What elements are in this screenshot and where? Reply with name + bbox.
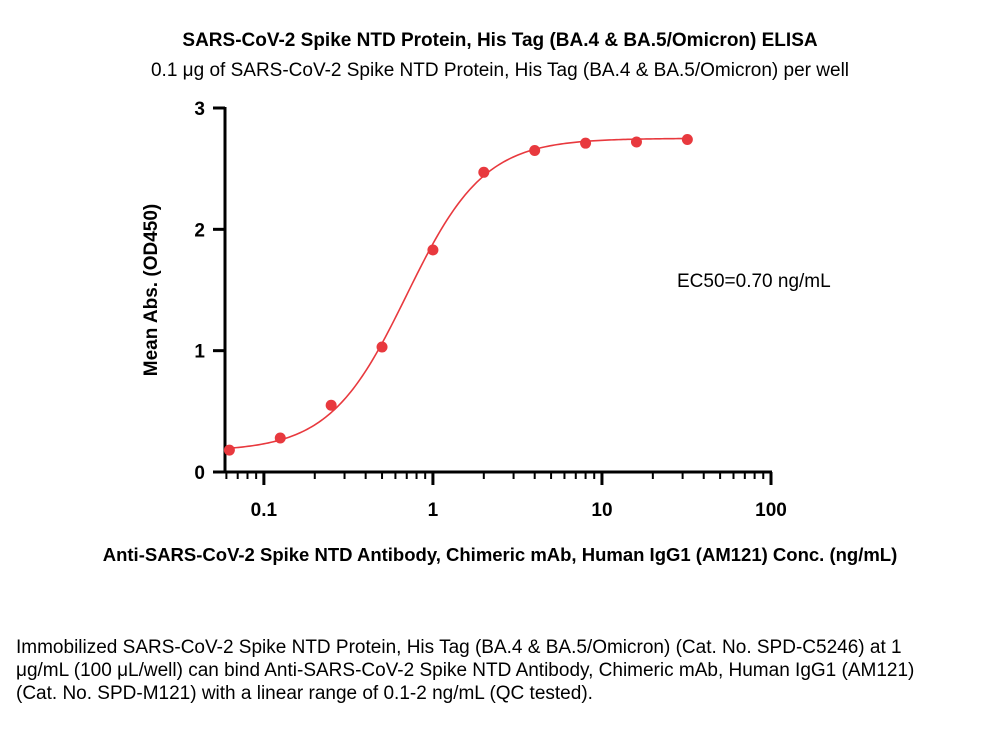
data-point: [376, 341, 388, 353]
y-tick-label: 1: [194, 342, 205, 363]
data-point: [580, 137, 592, 149]
data-point: [223, 444, 235, 456]
data-points: [223, 134, 693, 456]
chart-axes: 0 1 2 3 0.1 1 10 100: [194, 99, 786, 521]
x-tick-label: 10: [591, 500, 612, 521]
chart-title: SARS-CoV-2 Spike NTD Protein, His Tag (B…: [182, 30, 818, 51]
data-point: [529, 144, 541, 156]
data-point: [630, 136, 642, 148]
y-tick-label: 2: [194, 220, 205, 241]
y-tick-label: 0: [194, 463, 205, 484]
data-point: [478, 166, 490, 178]
data-point: [427, 244, 439, 256]
x-tick-label: 100: [755, 500, 787, 521]
data-point: [274, 432, 286, 444]
chart-subtitle: 0.1 μg of SARS-CoV-2 Spike NTD Protein, …: [150, 60, 850, 81]
y-tick-label: 3: [194, 99, 205, 120]
data-point: [325, 399, 337, 411]
ec50-annotation: EC50=0.70 ng/mL: [677, 271, 831, 292]
x-tick-label: 0.1: [251, 500, 278, 521]
figure-caption: Immobilized SARS-CoV-2 Spike NTD Protein…: [16, 637, 915, 704]
x-tick-label: 1: [428, 500, 439, 521]
fit-curve: [229, 137, 688, 450]
data-point: [681, 134, 693, 146]
x-axis-label: Anti-SARS-CoV-2 Spike NTD Antibody, Chim…: [102, 544, 898, 565]
